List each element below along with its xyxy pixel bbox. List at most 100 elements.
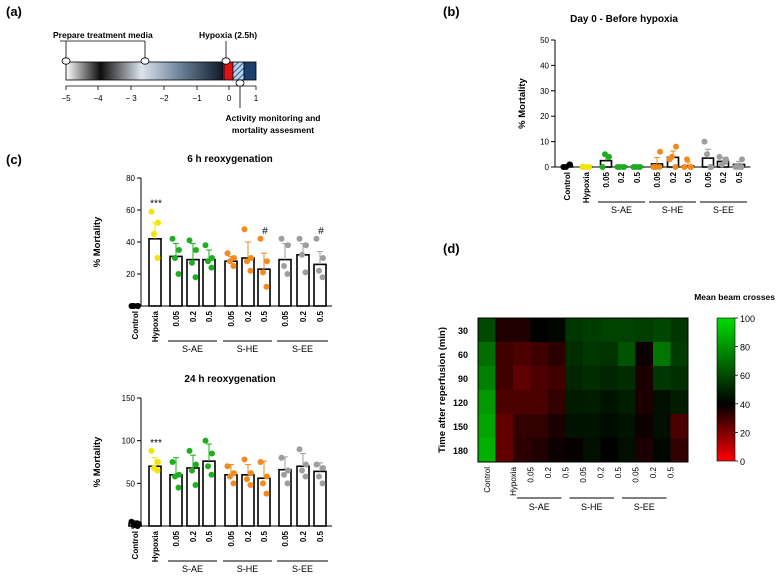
data-point bbox=[186, 237, 193, 244]
y-tick-label: 150 bbox=[122, 394, 136, 403]
data-point bbox=[260, 480, 266, 487]
group-label: S-AE bbox=[182, 564, 203, 574]
bar bbox=[148, 465, 162, 527]
data-point bbox=[284, 271, 291, 277]
heatmap-cell bbox=[513, 318, 531, 343]
data-point bbox=[316, 267, 322, 274]
heatmap-cell bbox=[618, 366, 636, 391]
data-point bbox=[264, 473, 270, 480]
data-point bbox=[186, 447, 193, 454]
heatmap-cell bbox=[548, 342, 566, 367]
data-point bbox=[636, 164, 643, 170]
timeline-tick-label: 0 bbox=[227, 94, 232, 103]
data-point bbox=[155, 459, 161, 465]
reoxygenation-segment bbox=[232, 61, 245, 81]
x-tick-label: 0.05 bbox=[281, 530, 290, 546]
y-tick-label: 80 bbox=[126, 174, 135, 183]
heatmap-cell bbox=[600, 414, 619, 439]
group-label: S-EE bbox=[292, 564, 313, 574]
data-point bbox=[284, 480, 291, 487]
data-point bbox=[585, 164, 592, 170]
y-tick-label: 40 bbox=[540, 61, 549, 70]
data-point bbox=[669, 153, 675, 160]
annotation-activity-line1: Activity monitoring and bbox=[226, 113, 321, 123]
bar bbox=[313, 470, 327, 527]
heatmap-cell bbox=[495, 438, 514, 463]
data-point bbox=[193, 247, 199, 253]
x-tick-label: Hypoxia bbox=[151, 530, 160, 562]
heatmap-cell bbox=[478, 342, 496, 367]
x-tick-label: 0.5 bbox=[205, 530, 214, 542]
heatmap-cell bbox=[495, 318, 514, 343]
heatmap-cell bbox=[600, 438, 619, 463]
heatmap-cell bbox=[583, 342, 601, 367]
heatmap-x-tick-label: 0.2 bbox=[544, 466, 553, 478]
y-axis-label: % Mortality bbox=[92, 436, 103, 487]
heatmap-x-tick-label: 0.2 bbox=[597, 466, 606, 478]
x-tick-label: 0.05 bbox=[602, 171, 611, 187]
data-point bbox=[230, 480, 237, 487]
y-axis-label: % Mortality bbox=[92, 216, 103, 267]
data-point bbox=[148, 447, 155, 454]
bar bbox=[241, 257, 255, 307]
data-point bbox=[227, 258, 233, 265]
chart-day0-before-hypoxia: Day 0 - Before hypoxia 0 10 20 30 40 50 % Morta… bbox=[517, 14, 751, 215]
colorbar-tick-label: 0 bbox=[740, 457, 745, 467]
data-point bbox=[285, 467, 291, 474]
bar bbox=[148, 238, 162, 307]
group-label: S-HE bbox=[662, 205, 684, 215]
data-point bbox=[320, 255, 326, 261]
data-point bbox=[247, 267, 254, 274]
colorbar-tick-label: 40 bbox=[740, 400, 750, 410]
heatmap-cell bbox=[635, 342, 654, 367]
chart-title: Day 0 - Before hypoxia bbox=[570, 14, 678, 25]
heatmap-cell bbox=[565, 366, 584, 391]
data-point bbox=[175, 271, 182, 277]
x-tick-label: Hypoxia bbox=[151, 310, 160, 342]
data-point bbox=[278, 454, 285, 461]
heatmap-cell bbox=[513, 366, 531, 391]
data-point bbox=[313, 461, 320, 468]
heatmap-cell bbox=[565, 438, 584, 463]
heatmap-cell bbox=[495, 414, 514, 439]
heatmap-cell bbox=[670, 438, 689, 463]
heatmap-cell bbox=[565, 342, 584, 367]
data-point bbox=[281, 263, 287, 269]
x-tick-label: 0.2 bbox=[244, 310, 253, 322]
heatmap-cell bbox=[478, 366, 496, 391]
data-point bbox=[566, 161, 573, 168]
data-point bbox=[299, 467, 305, 474]
heatmap-cell bbox=[583, 414, 601, 439]
data-point bbox=[205, 258, 211, 265]
data-point bbox=[738, 164, 745, 170]
significance-marker: *** bbox=[150, 438, 162, 449]
heatmap-cell bbox=[670, 414, 689, 439]
heatmap-cell bbox=[670, 342, 689, 367]
data-point bbox=[175, 484, 182, 491]
heatmap-y-axis-label: Time after reperfusion (min) bbox=[437, 327, 448, 453]
heatmap-cell bbox=[565, 318, 584, 343]
heatmap-cell bbox=[548, 414, 566, 439]
bar bbox=[241, 473, 255, 527]
data-point bbox=[707, 164, 714, 170]
data-point bbox=[176, 247, 182, 253]
data-point bbox=[599, 164, 606, 170]
data-point bbox=[701, 138, 708, 145]
bar bbox=[186, 258, 200, 307]
heatmap-cell bbox=[653, 390, 671, 415]
data-point bbox=[205, 463, 211, 470]
heatmap-cell bbox=[653, 342, 671, 367]
colorbar bbox=[716, 317, 736, 462]
heatmap-y-tick-label: 30 bbox=[458, 326, 468, 336]
data-point bbox=[316, 473, 322, 480]
x-tick-label: 0.05 bbox=[653, 171, 662, 187]
data-point bbox=[260, 269, 266, 276]
heatmap-cell bbox=[565, 414, 584, 439]
data-point bbox=[248, 470, 254, 477]
panel-b-letter: (b) bbox=[443, 4, 460, 19]
data-point bbox=[227, 473, 233, 480]
heatmap-x-tick-label: 0.5 bbox=[667, 466, 676, 478]
heatmap-cell bbox=[600, 342, 619, 367]
heatmap-cell bbox=[635, 414, 654, 439]
heatmap-x-tick-label: 0.5 bbox=[614, 466, 623, 478]
